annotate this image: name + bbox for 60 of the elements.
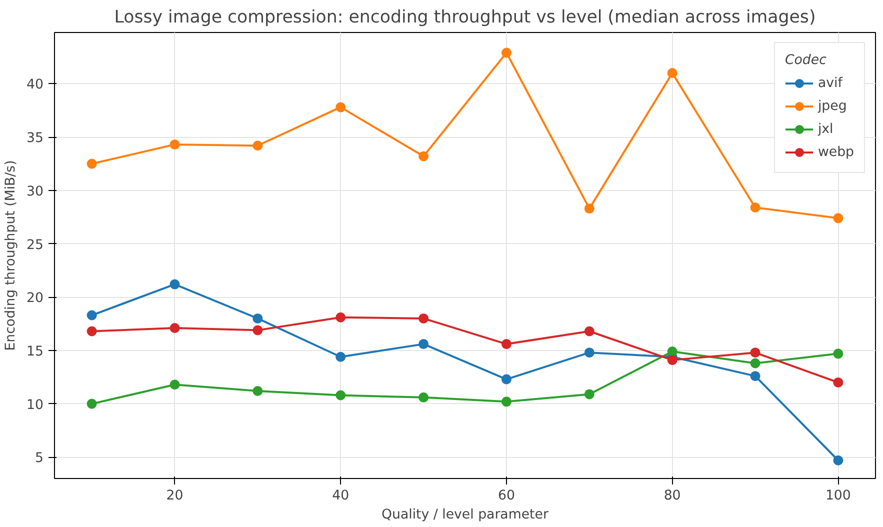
point	[584, 204, 594, 214]
point	[86, 158, 97, 169]
x-tick-label: 60	[498, 488, 515, 504]
point	[833, 455, 844, 466]
point	[418, 339, 429, 350]
legend-label: avif	[818, 76, 842, 90]
point	[252, 386, 263, 396]
point	[750, 348, 760, 358]
point	[170, 279, 180, 290]
y-tick-label: 35	[26, 131, 44, 146]
point	[501, 48, 512, 58]
legend-label: webp	[818, 144, 854, 160]
y-tick-label: 15	[26, 344, 44, 360]
point	[252, 325, 263, 336]
point	[86, 310, 97, 320]
y-tick-label: 5	[35, 451, 44, 466]
point	[336, 312, 346, 322]
chart-title: Lossy image compression: encoding throughput vs level (median across images)	[114, 8, 816, 28]
point	[667, 68, 678, 78]
point	[170, 380, 180, 390]
point	[584, 389, 594, 400]
point	[667, 346, 678, 357]
point	[252, 313, 263, 324]
point	[252, 140, 263, 151]
x-tick-label: 100	[825, 488, 851, 504]
y-tick-label: 25	[26, 238, 44, 253]
point	[336, 352, 346, 362]
point	[667, 355, 678, 366]
y-axis-title: Encoding throughput (MiB/s)	[4, 160, 19, 351]
point	[833, 213, 844, 224]
point	[501, 339, 512, 350]
x-axis-title: Quality / level parameter	[382, 508, 549, 522]
y-tick-label: 30	[26, 184, 44, 200]
point	[418, 151, 429, 162]
point	[336, 102, 346, 112]
y-tick-label: 10	[26, 398, 44, 413]
point	[170, 323, 180, 334]
point	[336, 390, 346, 400]
point	[750, 202, 760, 212]
point	[418, 392, 429, 402]
point	[750, 358, 760, 368]
x-tick-label: 20	[166, 488, 184, 504]
point	[750, 371, 760, 382]
legend-label: jxl	[818, 122, 834, 136]
point	[501, 374, 512, 384]
point	[833, 377, 844, 388]
point	[584, 348, 594, 358]
point	[86, 398, 97, 409]
x-tick-label: 40	[332, 488, 350, 504]
point	[833, 348, 844, 359]
point	[86, 326, 97, 336]
legend-label: jpeg	[818, 98, 847, 114]
legend-title: Codec	[784, 53, 828, 68]
x-tick-label: 80	[664, 488, 681, 504]
y-tick-label: 20	[26, 291, 44, 306]
point	[584, 326, 594, 336]
point	[170, 140, 180, 150]
y-tick-label: 40	[26, 78, 44, 93]
point	[501, 396, 512, 407]
point	[418, 313, 429, 324]
